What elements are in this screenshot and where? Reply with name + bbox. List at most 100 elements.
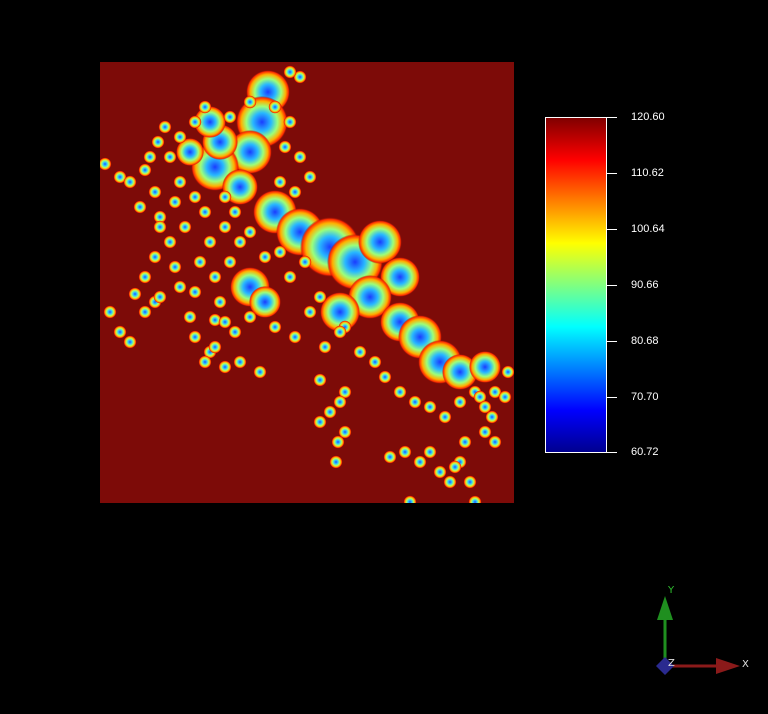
- heat-spot: [158, 120, 172, 134]
- heat-spot: [143, 150, 157, 164]
- heat-spot: [183, 310, 197, 324]
- heatmap-plot[interactable]: [100, 62, 514, 503]
- heat-spot: [501, 365, 514, 379]
- colorbar-tick-label: 110.62: [631, 167, 664, 179]
- heat-spot: [176, 138, 204, 166]
- heat-spot: [288, 330, 302, 344]
- heatmap-background: [100, 62, 514, 503]
- heat-spot: [333, 395, 347, 409]
- heat-spot: [338, 385, 352, 399]
- heat-spot: [138, 305, 152, 319]
- heat-spot: [313, 373, 327, 387]
- heat-spot: [368, 355, 382, 369]
- y-axis-label: Y: [668, 585, 675, 596]
- heat-spot: [123, 335, 137, 349]
- heat-spot: [123, 175, 137, 189]
- heat-spot: [138, 163, 152, 177]
- heat-spot: [188, 190, 202, 204]
- heat-spot: [228, 325, 242, 339]
- heatmap-spots: [100, 65, 514, 503]
- heat-spot: [488, 435, 502, 449]
- heat-spot: [233, 355, 247, 369]
- heat-spot: [188, 330, 202, 344]
- heat-spot: [498, 390, 512, 404]
- colorbar-tick-label: 120.60: [631, 111, 665, 123]
- heat-spot: [488, 385, 502, 399]
- y-axis-arrowhead: [657, 596, 673, 620]
- heat-spot: [218, 220, 232, 234]
- heat-spot: [228, 205, 242, 219]
- heat-spot: [283, 115, 297, 129]
- heat-spot: [442, 354, 478, 390]
- heat-spot: [463, 475, 477, 489]
- heat-spot: [485, 410, 499, 424]
- heat-spot: [243, 225, 257, 239]
- heat-spot: [213, 295, 227, 309]
- heat-spot: [243, 95, 257, 109]
- heat-spot: [320, 292, 360, 332]
- heat-spot: [113, 170, 127, 184]
- heat-spot: [243, 310, 257, 324]
- heat-spot: [398, 445, 412, 459]
- heat-spot: [233, 235, 247, 249]
- heat-spot: [273, 175, 287, 189]
- colorbar: [545, 117, 607, 453]
- heat-spot: [208, 270, 222, 284]
- x-axis-arrowhead: [716, 658, 740, 674]
- z-axis-label: Z: [668, 658, 675, 669]
- heat-spot: [153, 290, 167, 304]
- heat-spot: [163, 150, 177, 164]
- heat-spot: [168, 260, 182, 274]
- heat-spot: [198, 205, 212, 219]
- heat-spot: [478, 400, 492, 414]
- heat-spot: [138, 270, 152, 284]
- heat-spot: [163, 235, 177, 249]
- heat-spot: [303, 305, 317, 319]
- heat-spot: [423, 400, 437, 414]
- heat-spot: [413, 455, 427, 469]
- x-axis-label: X: [742, 659, 749, 670]
- heat-spot: [293, 150, 307, 164]
- heat-spot: [249, 286, 281, 318]
- heat-spot: [193, 255, 207, 269]
- heat-spot: [253, 365, 267, 379]
- heat-spot: [283, 270, 297, 284]
- heat-spot: [173, 280, 187, 294]
- heat-spot: [113, 325, 127, 339]
- colorbar-tick-label: 80.68: [631, 335, 659, 347]
- heat-spot: [473, 390, 487, 404]
- colorbar-tick-label: 70.70: [631, 391, 659, 403]
- heat-spot: [100, 157, 112, 171]
- heat-spot: [453, 395, 467, 409]
- heat-spot: [293, 70, 307, 84]
- colorbar-tick-label: 60.72: [631, 446, 659, 458]
- heat-spot: [469, 351, 501, 383]
- heat-spot: [380, 257, 420, 297]
- heat-spot: [273, 245, 287, 259]
- heat-spot: [448, 460, 462, 474]
- heat-spot: [128, 287, 142, 301]
- heat-spot: [208, 340, 222, 354]
- heat-spot: [218, 360, 232, 374]
- heat-spot: [218, 315, 232, 329]
- heat-spot: [218, 190, 232, 204]
- heat-spot: [298, 255, 312, 269]
- orientation-axes[interactable]: Y X Z: [640, 580, 760, 690]
- heat-spot: [478, 425, 492, 439]
- heat-spot: [268, 100, 282, 114]
- heat-spot: [203, 235, 217, 249]
- heat-spot: [208, 313, 222, 327]
- heat-spot: [313, 415, 327, 429]
- heat-spot: [383, 450, 397, 464]
- heat-spot: [188, 115, 202, 129]
- heat-spot: [323, 405, 337, 419]
- heat-spot: [333, 325, 347, 339]
- heat-spot: [168, 195, 182, 209]
- heat-spot: [438, 410, 452, 424]
- heat-spot: [198, 355, 212, 369]
- heat-spot: [338, 425, 352, 439]
- heat-spot: [223, 110, 237, 124]
- heat-spot: [223, 255, 237, 269]
- heat-spot: [148, 250, 162, 264]
